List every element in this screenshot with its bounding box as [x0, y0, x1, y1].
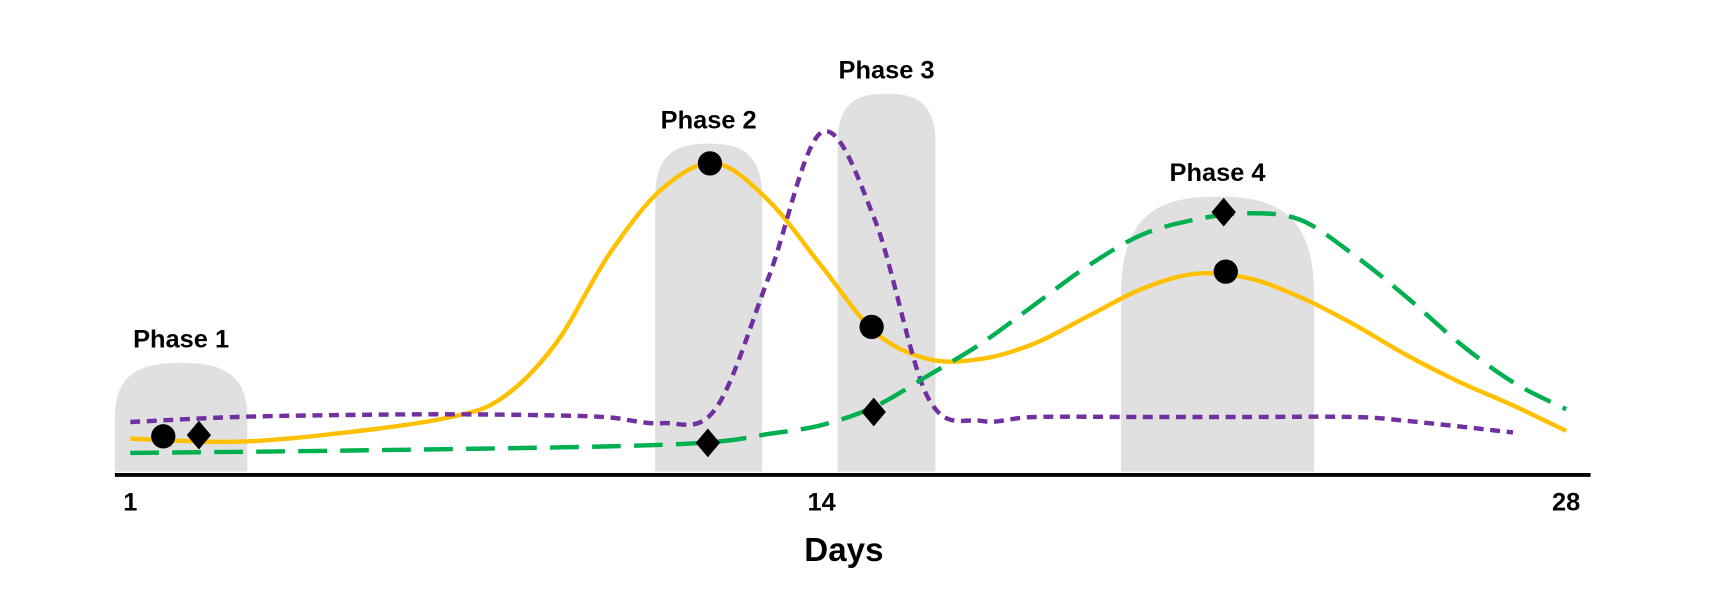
circle-marker	[151, 424, 176, 449]
circle-marker	[1213, 259, 1238, 284]
phase-label: Phase 2	[661, 106, 757, 134]
phase-region	[1121, 196, 1315, 472]
x-tick-label: 1	[123, 488, 137, 516]
phase-label: Phase 1	[133, 325, 229, 353]
phase-region	[655, 143, 763, 472]
circle-marker	[859, 314, 884, 340]
curve	[130, 211, 1568, 456]
diamond-marker	[695, 428, 720, 458]
phase-label: Phase 3	[839, 56, 935, 84]
x-axis-label: Days	[804, 532, 883, 569]
circle-marker	[697, 151, 723, 176]
x-tick-label: 28	[1552, 488, 1580, 516]
phase-label: Phase 4	[1170, 159, 1266, 187]
x-tick-label: 14	[808, 488, 836, 516]
